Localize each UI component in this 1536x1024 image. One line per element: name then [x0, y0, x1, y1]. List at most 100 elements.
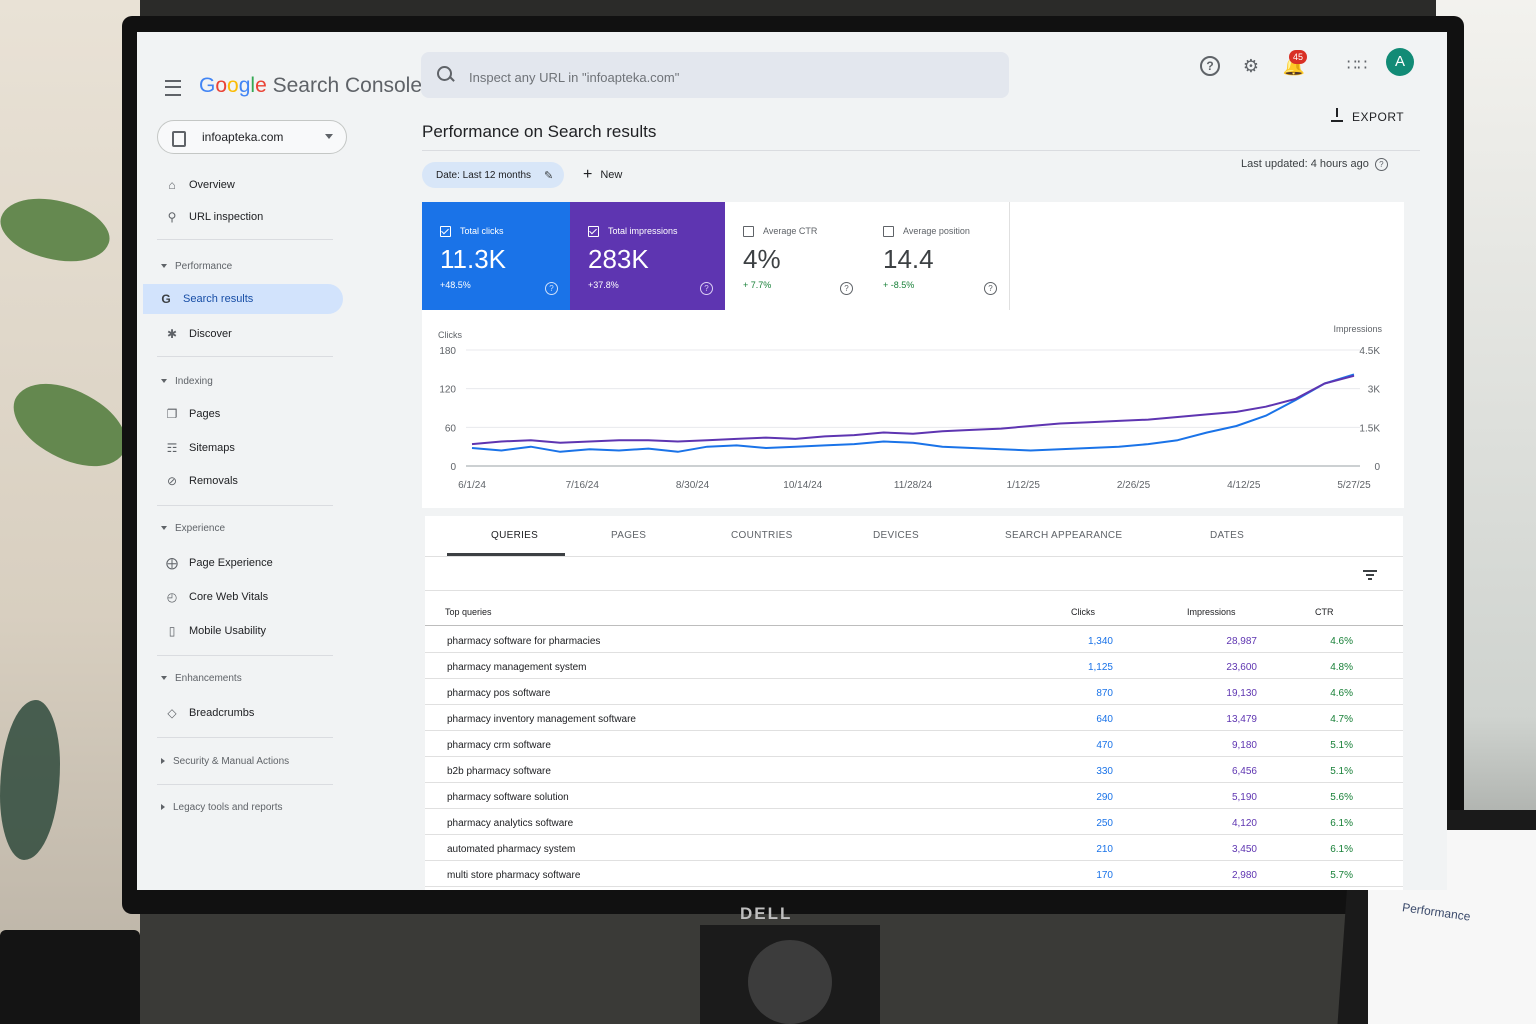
sidebar-section-security[interactable]: Security & Manual Actions [161, 756, 289, 767]
column-header-impressions[interactable]: Impressions [1187, 607, 1236, 617]
sitemap-icon: ☶ [166, 441, 178, 455]
search-console-logo[interactable]: Google Search Console [199, 74, 422, 98]
help-icon[interactable]: ? [1374, 158, 1388, 171]
table-row[interactable]: pharmacy software solution 290 5,190 5.6% [425, 782, 1403, 809]
query-cell: pharmacy pos software [447, 688, 551, 699]
x-axis-tick-label: 8/30/24 [676, 480, 710, 491]
column-header-query[interactable]: Top queries [445, 607, 492, 617]
date-filter-chip[interactable]: Date: Last 12 months ✎ [422, 162, 564, 188]
checkbox-checked-icon[interactable] [440, 226, 451, 237]
clicks-cell: 1,340 [1087, 636, 1113, 647]
tab-countries[interactable]: COUNTRIES [731, 530, 793, 541]
sidebar-item-sitemaps[interactable]: ☶ Sitemaps [149, 433, 345, 463]
metric-card-total-clicks[interactable]: Total clicks 11.3K +48.5% ? [422, 202, 570, 310]
table-row[interactable]: multi store pharmacy software 170 2,980 5.7… [425, 860, 1403, 887]
x-axis-tick-label: 11/28/24 [894, 480, 933, 491]
metric-card-total-impressions[interactable]: Total impressions 283K +37.8% ? [570, 202, 725, 310]
magnifier-icon: ⚲ [167, 210, 177, 224]
x-axis-tick-label: 1/12/25 [1007, 480, 1041, 491]
sidebar-item-breadcrumbs[interactable]: ◇ Breadcrumbs [149, 698, 345, 728]
clicks-cell: 640 [1096, 714, 1113, 725]
right-axis-tick-label: 4.5K [1359, 346, 1380, 357]
sidebar-section-indexing[interactable]: Indexing [161, 376, 213, 387]
query-cell: b2b pharmacy software [447, 766, 551, 777]
checkbox-checked-icon[interactable] [588, 226, 599, 237]
table-row[interactable]: pharmacy management system 1,125 23,600 4.8… [425, 652, 1403, 679]
sidebar-section-enhancements[interactable]: Enhancements [161, 673, 242, 684]
new-filter-label: New [600, 168, 623, 181]
sidebar-divider [157, 784, 333, 785]
table-row[interactable]: pharmacy pos software 870 19,130 4.6% [425, 678, 1403, 705]
help-icon[interactable]: ? [984, 282, 997, 295]
gauge-icon: ◴ [166, 590, 178, 604]
sidebar-item-label: Pages [189, 408, 221, 420]
last-updated-text: Last updated: 4 hours ago [1241, 158, 1369, 170]
sidebar-item-discover[interactable]: ✱ Discover [149, 319, 345, 349]
metric-card-average-position[interactable]: Average position 14.4 + -8.5% ? [865, 202, 1010, 310]
clicks-cell: 330 [1096, 766, 1113, 777]
metric-value: 4% [743, 244, 781, 274]
sidebar-section-legacy[interactable]: Legacy tools and reports [161, 802, 283, 813]
property-label: infoapteka.com [202, 130, 284, 144]
tab-dates[interactable]: DATES [1210, 530, 1245, 541]
sidebar-section-experience[interactable]: Experience [161, 523, 225, 534]
sidebar-item-overview[interactable]: ⌂ Overview [149, 170, 345, 200]
help-icon[interactable]: ? [700, 282, 713, 295]
help-icon[interactable]: ? [545, 282, 558, 295]
sidebar-item-label: Removals [189, 475, 238, 487]
tab-search-appearance[interactable]: SEARCH APPEARANCE [1005, 530, 1123, 541]
download-icon[interactable] [1331, 108, 1343, 122]
new-filter-button[interactable]: + New [583, 166, 622, 184]
property-icon [172, 131, 186, 147]
help-icon[interactable]: ? [1200, 56, 1220, 76]
sidebar-item-label: Mobile Usability [189, 625, 267, 637]
help-icon[interactable]: ? [840, 282, 853, 295]
column-header-ctr[interactable]: CTR [1315, 607, 1334, 617]
checkbox-unchecked-icon[interactable] [743, 226, 754, 237]
url-inspection-search[interactable] [421, 52, 1009, 98]
page-title: Performance on Search results [422, 122, 657, 141]
sidebar-item-core-web-vitals[interactable]: ◴ Core Web Vitals [149, 582, 345, 612]
caret-down-icon [161, 676, 167, 681]
impressions-cell: 19,130 [1226, 688, 1257, 699]
x-axis-tick-label: 2/26/25 [1117, 480, 1151, 491]
table-row[interactable]: b2b pharmacy software 330 6,456 5.1% [425, 756, 1403, 783]
query-cell: pharmacy analytics software [447, 818, 574, 829]
metric-card-average-ctr[interactable]: Average CTR 4% + 7.7% ? [725, 202, 866, 310]
sidebar-section-performance[interactable]: Performance [161, 261, 232, 272]
impressions-series-line [471, 374, 1355, 446]
property-selector[interactable]: infoapteka.com [157, 120, 347, 154]
filter-rows-icon[interactable] [1363, 570, 1377, 580]
column-header-clicks[interactable]: Clicks [1071, 607, 1095, 617]
table-row[interactable]: pharmacy inventory management software 64… [425, 704, 1403, 731]
sidebar-item-mobile-usability[interactable]: ▯ Mobile Usability [149, 616, 345, 646]
table-row[interactable]: pharmacy software for pharmacies 1,340 28,… [425, 626, 1403, 653]
queries-table-panel: QUERIES PAGES COUNTRIES DEVICES SEARCH A… [425, 516, 1403, 890]
apps-grid-icon[interactable]: ∷∷ [1346, 57, 1368, 74]
sidebar-item-page-experience[interactable]: ⨁ Page Experience [149, 548, 345, 578]
sidebar-item-removals[interactable]: ⊘ Removals [149, 466, 345, 496]
hamburger-menu-icon[interactable] [165, 80, 181, 96]
sidebar-item-url-inspection[interactable]: ⚲ URL inspection [149, 202, 345, 232]
table-row[interactable]: pharmacy crm software 470 9,180 5.1% [425, 730, 1403, 757]
table-row[interactable]: pharmacy analytics software 250 4,120 6.1% [425, 808, 1403, 835]
google-g-icon: G [161, 292, 171, 306]
sidebar-item-pages[interactable]: ❐ Pages [149, 399, 345, 429]
section-label: Enhancements [175, 673, 242, 684]
ctr-cell: 4.7% [1330, 714, 1353, 725]
checkbox-unchecked-icon[interactable] [883, 226, 894, 237]
tab-queries[interactable]: QUERIES [491, 530, 539, 541]
search-input[interactable] [467, 66, 991, 88]
metric-delta: + -8.5% [883, 280, 915, 290]
account-avatar[interactable]: A [1386, 48, 1414, 76]
tab-devices[interactable]: DEVICES [873, 530, 920, 541]
caret-down-icon [161, 526, 167, 531]
user-settings-icon[interactable]: ⚙ [1242, 56, 1260, 76]
clicks-cell: 250 [1096, 818, 1113, 829]
sidebar-item-search-results[interactable]: G Search results [143, 284, 343, 314]
caret-down-icon [161, 264, 167, 269]
table-row[interactable]: automated pharmacy system 210 3,450 6.1% [425, 834, 1403, 861]
export-button[interactable]: EXPORT [1352, 110, 1405, 124]
tab-pages[interactable]: PAGES [611, 530, 647, 541]
active-tab-indicator [447, 553, 565, 556]
